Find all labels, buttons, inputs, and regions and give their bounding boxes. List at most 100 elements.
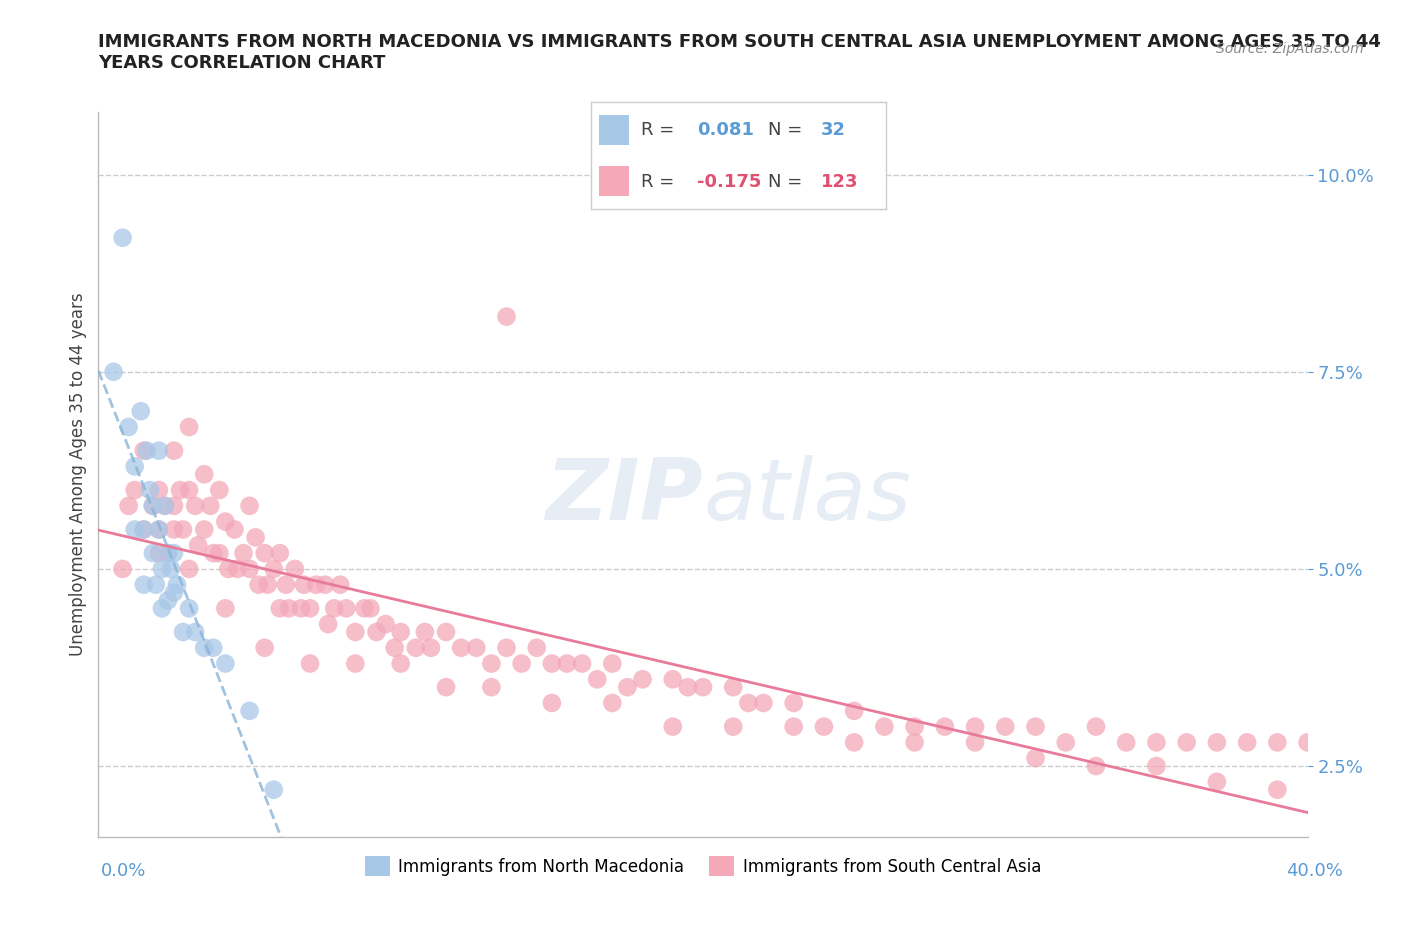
Point [148, 522, 170, 537]
Point [299, 601, 322, 616]
Point [434, 680, 457, 695]
Point [602, 696, 624, 711]
Point [305, 578, 328, 592]
Point [193, 522, 215, 537]
Y-axis label: Unemployment Among Ages 35 to 44 years: Unemployment Among Ages 35 to 44 years [69, 293, 87, 656]
Point [292, 578, 315, 592]
Legend: Immigrants from North Macedonia, Immigrants from South Central Asia: Immigrants from North Macedonia, Immigra… [359, 849, 1047, 884]
Point [214, 601, 236, 616]
Point [555, 656, 578, 671]
Point [253, 546, 276, 561]
Point [274, 578, 297, 592]
Point [184, 498, 207, 513]
Point [290, 601, 312, 616]
Point [179, 419, 201, 434]
Point [495, 641, 517, 656]
Point [616, 680, 638, 695]
Text: 0.081: 0.081 [697, 121, 754, 139]
Point [737, 696, 759, 711]
Point [160, 562, 183, 577]
Point [202, 641, 225, 656]
Text: YEARS CORRELATION CHART: YEARS CORRELATION CHART [98, 54, 385, 72]
Point [148, 483, 170, 498]
Point [1206, 735, 1229, 750]
Text: 0.0%: 0.0% [101, 862, 146, 880]
Point [481, 656, 503, 671]
Point [132, 444, 155, 458]
Point [965, 719, 987, 734]
Point [1115, 735, 1137, 750]
Point [163, 444, 186, 458]
Point [329, 578, 352, 592]
Point [481, 680, 503, 695]
Point [813, 719, 835, 734]
Point [360, 601, 382, 616]
Point [245, 530, 267, 545]
Point [132, 578, 155, 592]
Point [1206, 775, 1229, 790]
Point [366, 625, 388, 640]
Text: N =: N = [768, 121, 807, 139]
Point [169, 483, 191, 498]
Point [172, 522, 194, 537]
Point [661, 719, 683, 734]
Point [450, 641, 472, 656]
Point [139, 483, 162, 498]
Point [163, 585, 186, 600]
Point [214, 656, 236, 671]
Point [1144, 735, 1167, 750]
Point [1054, 735, 1077, 750]
Point [148, 546, 170, 561]
Point [208, 546, 231, 561]
Text: N =: N = [768, 173, 807, 191]
Point [965, 735, 987, 750]
Point [256, 578, 278, 592]
Point [540, 696, 562, 711]
Point [1085, 719, 1108, 734]
Point [420, 641, 443, 656]
Point [226, 562, 249, 577]
Point [783, 696, 806, 711]
Point [299, 656, 322, 671]
Point [904, 735, 927, 750]
Point [344, 625, 367, 640]
Point [124, 522, 146, 537]
Point [224, 522, 246, 537]
Point [389, 656, 412, 671]
Text: -0.175: -0.175 [697, 173, 761, 191]
Point [156, 546, 179, 561]
Point [384, 641, 406, 656]
Point [193, 641, 215, 656]
Point [844, 735, 866, 750]
Point [873, 719, 896, 734]
Point [323, 601, 346, 616]
FancyBboxPatch shape [599, 115, 628, 145]
Point [111, 562, 134, 577]
Point [844, 703, 866, 718]
Point [179, 483, 201, 498]
Point [1296, 735, 1319, 750]
Point [465, 641, 488, 656]
Point [389, 625, 412, 640]
Point [344, 656, 367, 671]
Point [118, 498, 141, 513]
Point [314, 578, 336, 592]
Point [253, 641, 276, 656]
Point [202, 546, 225, 561]
Point [434, 625, 457, 640]
Point [184, 625, 207, 640]
Point [353, 601, 375, 616]
Point [187, 538, 209, 552]
Point [1024, 751, 1046, 765]
Point [148, 444, 170, 458]
Point [934, 719, 956, 734]
Point [232, 546, 254, 561]
Point [602, 656, 624, 671]
Point [193, 467, 215, 482]
Point [316, 617, 339, 631]
Point [166, 578, 188, 592]
Point [994, 719, 1017, 734]
Point [1175, 735, 1198, 750]
Point [111, 231, 134, 246]
Text: 123: 123 [821, 173, 858, 191]
